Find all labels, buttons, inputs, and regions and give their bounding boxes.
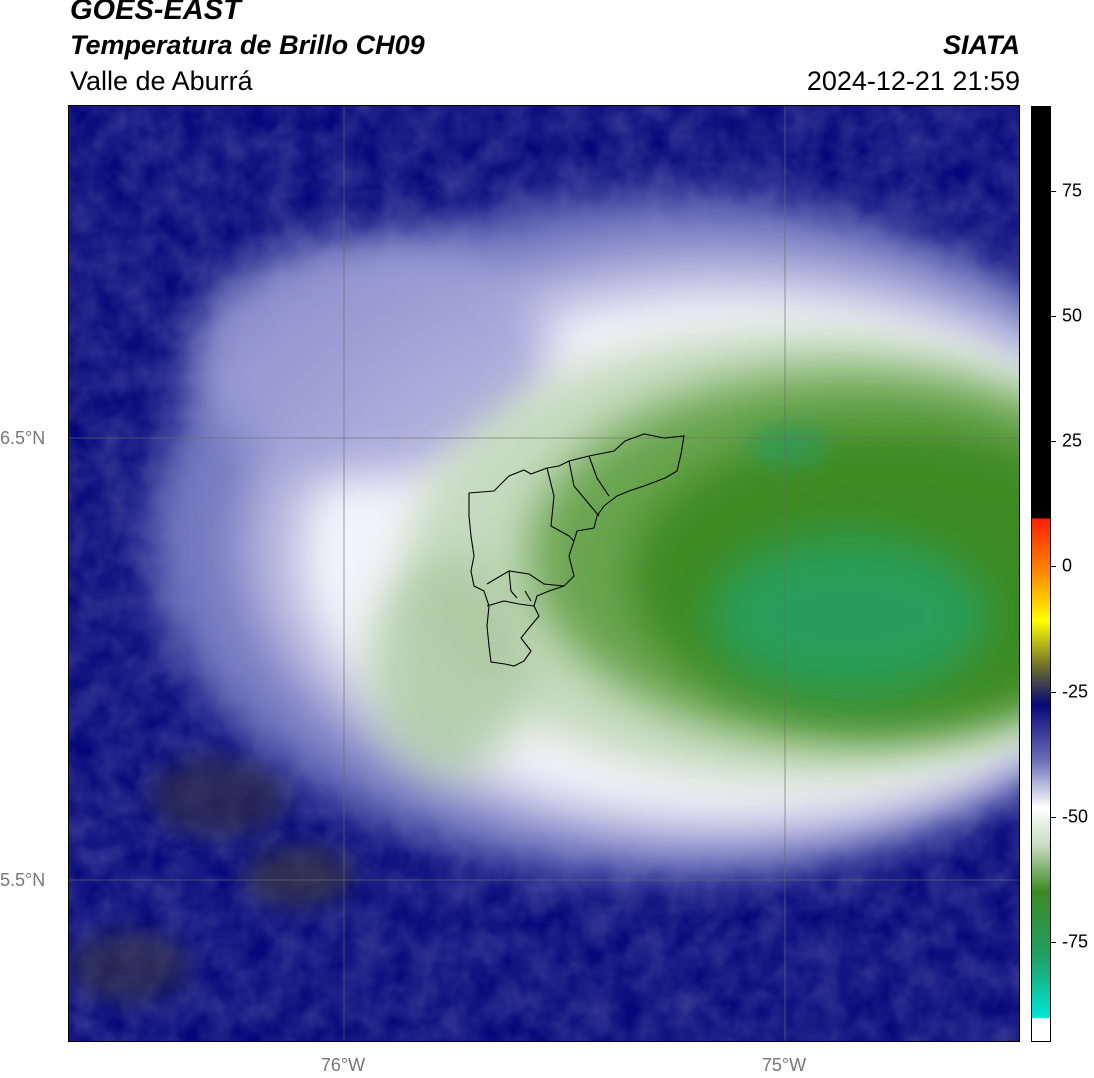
colorbar-tick-label: -50 xyxy=(1062,806,1089,827)
lon-label-76w: 76°W xyxy=(320,1055,366,1075)
cloud-teal-cell xyxy=(749,426,829,466)
colorbar xyxy=(1031,106,1051,1042)
colorbar-tick-label: -25 xyxy=(1062,681,1089,702)
colorbar-tick-label: 75 xyxy=(1062,180,1083,201)
cloud-pale-green-cell xyxy=(369,556,529,776)
municipal-boundary xyxy=(568,460,600,517)
product-title: Temperatura de Brillo CH09 xyxy=(70,30,425,60)
satellite-title: GOES-EAST xyxy=(70,0,241,26)
map-canvas xyxy=(69,106,1019,1041)
municipal-boundary xyxy=(550,525,575,542)
colorbar-tick-label: -75 xyxy=(1062,931,1089,952)
colorbar-tick-mark xyxy=(1051,566,1056,568)
municipal-boundary xyxy=(524,590,532,602)
warm-patch xyxy=(149,756,289,836)
municipal-boundary xyxy=(486,600,535,607)
timestamp-label: 2024-12-21 21:59 xyxy=(806,66,1020,96)
agency-label: SIATA xyxy=(943,30,1020,60)
municipal-boundary xyxy=(508,570,518,599)
municipal-boundary xyxy=(486,570,565,587)
colorbar-canvas xyxy=(1032,107,1050,1041)
colorbar-tick-mark xyxy=(1051,816,1056,818)
colorbar-tick-label: 50 xyxy=(1062,305,1083,326)
warm-patch xyxy=(69,931,189,1001)
cloud-teal-core xyxy=(709,536,989,696)
colorbar-tick-mark xyxy=(1051,316,1056,318)
municipal-boundaries xyxy=(468,433,685,667)
colorbar-tick-label: 25 xyxy=(1062,430,1083,451)
region-subtitle: Valle de Aburrá xyxy=(70,66,253,96)
colorbar-tick-mark xyxy=(1051,191,1056,193)
colorbar-gradient xyxy=(1032,107,1050,1041)
colorbar-tick-mark xyxy=(1051,441,1056,443)
municipal-boundary xyxy=(588,455,610,497)
lat-label-6-5n: 6.5°N xyxy=(0,428,46,448)
satellite-map[interactable] xyxy=(68,105,1020,1042)
lat-label-5-5n: 5.5°N xyxy=(0,870,46,890)
lon-label-75w: 75°W xyxy=(761,1055,807,1075)
cloud-lavender-pocket xyxy=(189,236,549,476)
municipal-boundary xyxy=(546,467,555,527)
colorbar-tick-mark xyxy=(1051,941,1056,943)
colorbar-tick-label: 0 xyxy=(1062,555,1073,576)
colorbar-tick-mark xyxy=(1051,691,1056,693)
warm-patch xyxy=(244,846,354,906)
